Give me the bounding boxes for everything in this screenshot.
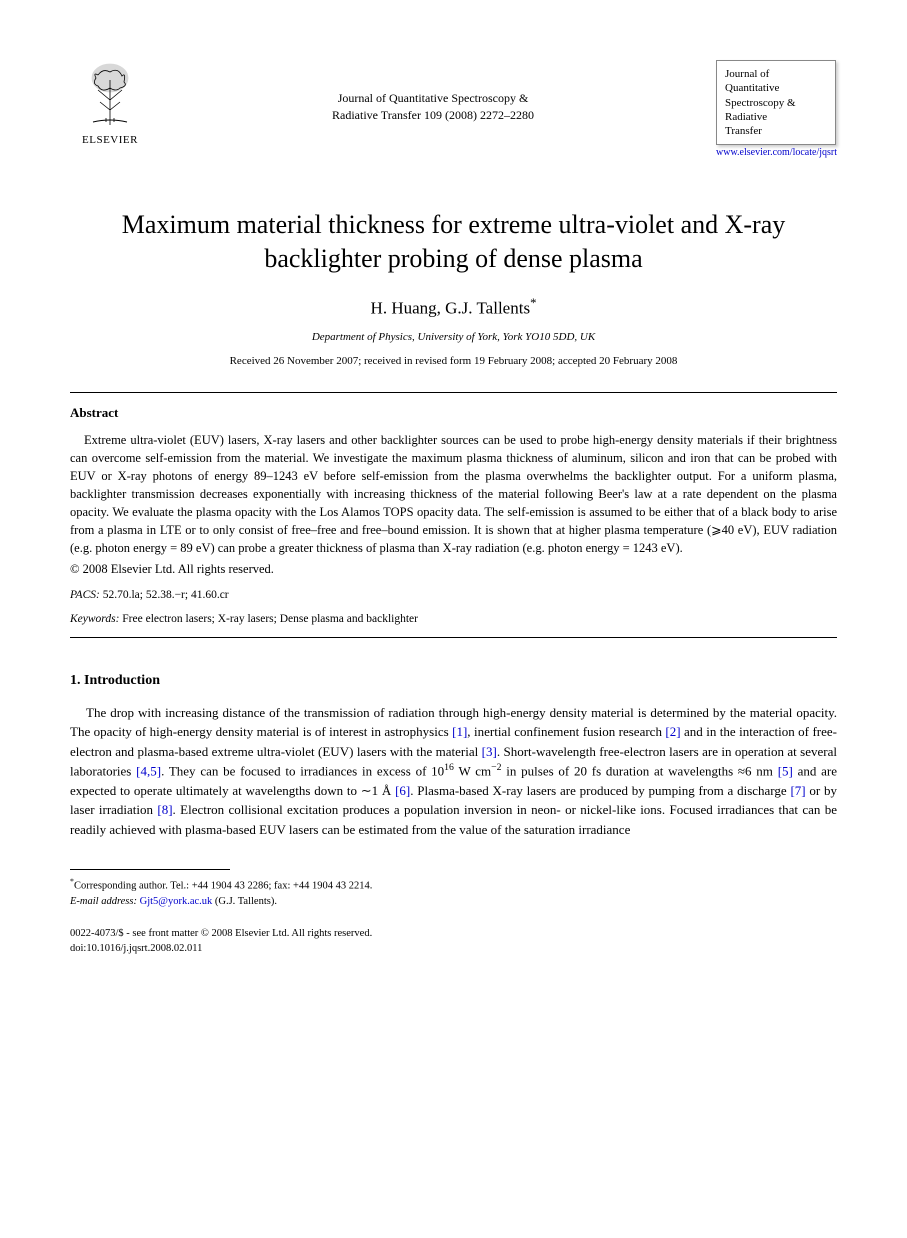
copyright: © 2008 Elsevier Ltd. All rights reserved… [70,562,837,577]
article-dates: Received 26 November 2007; received in r… [70,355,837,367]
footnote-email-label: E-mail address: [70,896,137,907]
author-names: H. Huang, G.J. Tallents [371,299,531,318]
keywords-text: Free electron lasers; X-ray lasers; Dens… [122,613,418,625]
ref-link-1[interactable]: [1] [452,724,467,739]
journal-link[interactable]: www.elsevier.com/locate/jqsrt [716,147,837,158]
journal-box-line1: Journal of [725,67,827,81]
footnote-email-address[interactable]: Gjt5@york.ac.uk [140,896,213,907]
journal-box-line4: Radiative [725,110,827,124]
article-title: Maximum material thickness for extreme u… [70,208,837,276]
para1-text5: . They can be focused to irradiances in … [161,763,444,778]
journal-box-line5: Transfer [725,124,827,138]
footnote-corresponding: *Corresponding author. Tel.: +44 1904 43… [70,876,837,894]
exp-m2: −2 [491,762,501,773]
page-header: ELSEVIER Journal of Quantitative Spectro… [70,60,837,158]
abstract-heading: Abstract [70,405,837,421]
doi-block: 0022-4073/$ - see front matter © 2008 El… [70,927,837,956]
divider-bottom [70,637,837,638]
para1-text5b: W cm [454,763,491,778]
footnote-separator [70,869,230,870]
ref-link-3[interactable]: [3] [482,744,497,759]
authors: H. Huang, G.J. Tallents* [70,296,837,319]
ref-link-45[interactable]: [4,5] [136,763,161,778]
section1-para1: The drop with increasing distance of the… [70,703,837,840]
para1-text5c: in pulses of 20 fs duration at wavelengt… [502,763,778,778]
affiliation: Department of Physics, University of Yor… [70,331,837,343]
publisher-name: ELSEVIER [82,134,138,146]
journal-box: Journal of Quantitative Spectroscopy & R… [716,60,836,145]
para1-text9: . Electron collisional excitation produc… [70,802,837,837]
citation-line1: Journal of Quantitative Spectroscopy & [150,90,716,107]
ref-link-7[interactable]: [7] [790,783,805,798]
para1-text7: . Plasma-based X-ray lasers are produced… [410,783,790,798]
elsevier-tree-icon [78,60,143,130]
keywords-block: Keywords: Free electron lasers; X-ray la… [70,613,837,625]
citation-line2: Radiative Transfer 109 (2008) 2272–2280 [150,107,716,124]
pacs-codes: 52.70.la; 52.38.−r; 41.60.cr [103,589,229,601]
section1-heading: 1. Introduction [70,673,837,689]
footnote-email-line: E-mail address: Gjt5@york.ac.uk (G.J. Ta… [70,895,837,910]
ref-link-5[interactable]: [5] [778,763,793,778]
issn-line: 0022-4073/$ - see front matter © 2008 El… [70,927,837,942]
journal-box-line2: Quantitative [725,81,827,95]
divider-top [70,392,837,393]
pacs-block: PACS: 52.70.la; 52.38.−r; 41.60.cr [70,589,837,601]
journal-box-line3: Spectroscopy & [725,96,827,110]
footnote-block: *Corresponding author. Tel.: +44 1904 43… [70,876,837,909]
ref-link-6[interactable]: [6] [395,783,410,798]
doi-line: doi:10.1016/j.jqsrt.2008.02.011 [70,942,837,957]
footnote-email-name: (G.J. Tallents). [215,896,277,907]
journal-box-container: Journal of Quantitative Spectroscopy & R… [716,60,837,158]
abstract-text: Extreme ultra-violet (EUV) lasers, X-ray… [70,431,837,558]
keywords-label: Keywords: [70,613,119,625]
pacs-label: PACS: [70,589,100,601]
para1-text2: , inertial confinement fusion research [467,724,665,739]
ref-link-2[interactable]: [2] [665,724,680,739]
corresponding-marker: * [530,296,536,310]
ref-link-8[interactable]: [8] [157,802,172,817]
journal-citation: Journal of Quantitative Spectroscopy & R… [150,60,716,124]
exp-16: 16 [444,762,454,773]
footnote-corr-text: Corresponding author. Tel.: +44 1904 43 … [74,881,372,892]
publisher-logo: ELSEVIER [70,60,150,146]
